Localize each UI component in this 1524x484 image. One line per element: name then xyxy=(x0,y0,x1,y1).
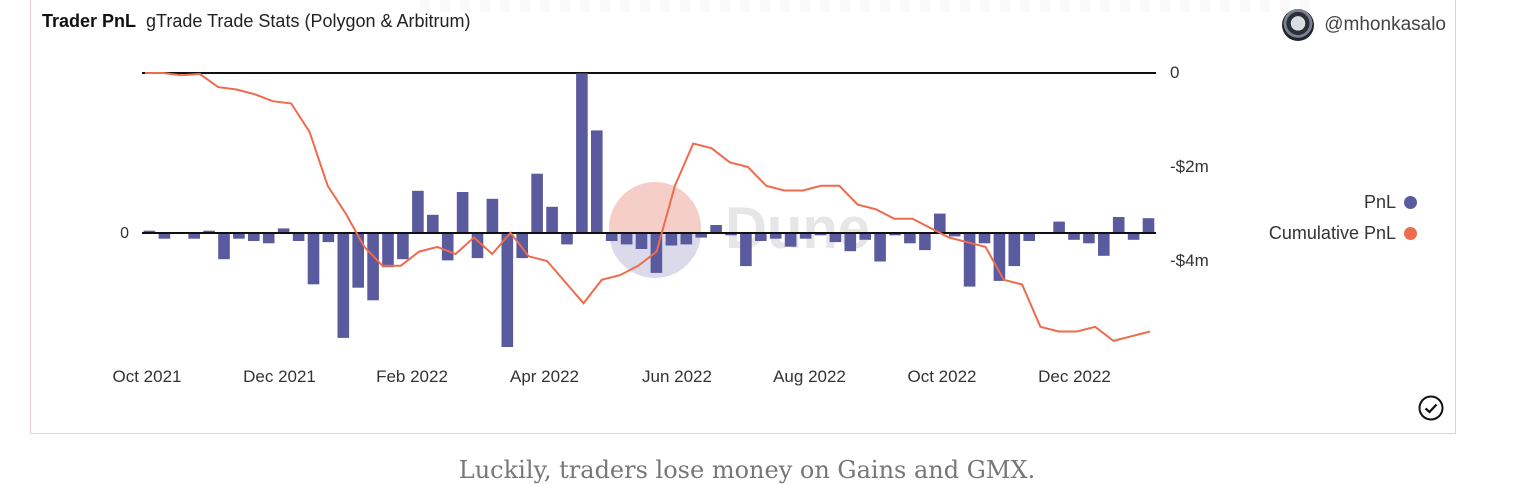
right-axis-tick: -$4m xyxy=(1170,251,1209,270)
pnl-bar[interactable] xyxy=(620,233,633,245)
pnl-bar[interactable] xyxy=(576,73,588,234)
pnl-bar[interactable] xyxy=(978,233,991,244)
pnl-bar[interactable] xyxy=(799,233,812,239)
pnl-bar[interactable] xyxy=(486,198,499,233)
pnl-bar[interactable] xyxy=(1053,221,1065,233)
pnl-bar[interactable] xyxy=(934,213,946,233)
pnl-bar[interactable] xyxy=(710,225,722,233)
x-tick-label: Jun 2022 xyxy=(642,367,712,386)
pnl-bar[interactable] xyxy=(427,214,439,233)
pnl-bar[interactable] xyxy=(233,233,245,239)
pnl-bar[interactable] xyxy=(784,233,797,247)
pnl-bar[interactable] xyxy=(1098,233,1110,256)
pnl-bar[interactable] xyxy=(337,233,350,338)
legend-label: PnL xyxy=(1363,192,1396,212)
pnl-bar[interactable] xyxy=(322,233,335,243)
pnl-bar[interactable] xyxy=(277,228,290,233)
legend-item-cumulative-pnl[interactable]: Cumulative PnL xyxy=(1269,218,1417,249)
x-tick-label: Feb 2022 xyxy=(376,367,448,386)
pnl-bar[interactable] xyxy=(561,233,573,245)
pnl-bar[interactable] xyxy=(963,233,976,287)
x-tick-label: Oct 2021 xyxy=(113,367,182,386)
pnl-bar[interactable] xyxy=(1068,233,1080,240)
pnl-bar[interactable] xyxy=(695,233,707,238)
pnl-bar[interactable] xyxy=(1083,233,1095,244)
pnl-bar[interactable] xyxy=(755,233,767,241)
pnl-bar[interactable] xyxy=(188,233,200,239)
pnl-bar[interactable] xyxy=(725,233,737,236)
pnl-bar[interactable] xyxy=(397,233,409,260)
cumulative-pnl-line xyxy=(145,72,1151,342)
pnl-bar[interactable] xyxy=(531,173,543,233)
right-axis-tick: -$2m xyxy=(1170,157,1209,176)
pnl-bar[interactable] xyxy=(441,233,454,261)
pnl-bar[interactable] xyxy=(948,233,961,237)
right-axis-tick: 0 xyxy=(1170,63,1179,82)
x-tick-label: Apr 2022 xyxy=(510,367,579,386)
pnl-bar[interactable] xyxy=(665,233,678,246)
pnl-bar[interactable] xyxy=(1142,218,1155,233)
pnl-bar[interactable] xyxy=(218,233,230,260)
pnl-bar[interactable] xyxy=(859,233,871,240)
chart-title: Trader PnL xyxy=(42,11,137,31)
author-name[interactable]: @mhonkasalo xyxy=(1324,14,1446,35)
x-tick-label: Oct 2022 xyxy=(908,367,977,386)
pnl-bar[interactable] xyxy=(591,130,603,233)
pnl-bar[interactable] xyxy=(680,233,693,245)
left-axis-tick: 0 xyxy=(120,225,129,242)
pnl-bar[interactable] xyxy=(367,233,379,301)
pnl-bar[interactable] xyxy=(516,233,528,259)
pnl-bar[interactable] xyxy=(546,206,558,233)
chart-subtitle: gTrade Trade Stats (Polygon & Arbitrum) xyxy=(146,11,471,31)
x-tick-label: Dec 2022 xyxy=(1038,367,1111,386)
x-axis-ticks: Oct 2021 Dec 2021 Feb 2022 Apr 2022 Jun 2022… xyxy=(113,367,1111,386)
pnl-bar[interactable] xyxy=(382,233,394,268)
pnl-bar[interactable] xyxy=(292,233,305,241)
author-badge[interactable]: @mhonkasalo xyxy=(1282,9,1446,41)
pnl-bar[interactable] xyxy=(605,233,618,241)
pnl-bar[interactable] xyxy=(248,233,260,241)
pnl-bar[interactable] xyxy=(769,233,782,239)
pnl-bar[interactable] xyxy=(919,233,931,251)
pnl-bar[interactable] xyxy=(904,233,916,244)
check-circle-icon[interactable] xyxy=(1418,395,1444,421)
pnl-bar[interactable] xyxy=(1127,233,1140,240)
x-tick-label: Aug 2022 xyxy=(773,367,846,386)
pnl-bar[interactable] xyxy=(874,233,886,262)
dune-watermark: Dune xyxy=(609,182,870,278)
pnl-bar[interactable] xyxy=(814,233,827,236)
legend: PnL Cumulative PnL xyxy=(1269,187,1417,249)
pnl-bar[interactable] xyxy=(1023,233,1035,241)
pnl-bar[interactable] xyxy=(501,233,514,347)
figure-caption: Luckily, traders lose money on Gains and… xyxy=(458,456,1036,484)
chart-header: Trader PnL gTrade Trade Stats (Polygon & … xyxy=(42,11,471,32)
user-avatar-icon xyxy=(1282,9,1315,41)
pnl-bar[interactable] xyxy=(143,230,156,233)
pnl-bar[interactable] xyxy=(158,233,171,239)
pnl-bar[interactable] xyxy=(740,233,752,267)
legend-dot-icon xyxy=(1404,196,1417,209)
pnl-bar[interactable] xyxy=(635,233,648,249)
pnl-bar[interactable] xyxy=(1112,217,1125,233)
pnl-bar[interactable] xyxy=(307,233,320,285)
pnl-bar[interactable] xyxy=(844,233,857,252)
pnl-bar[interactable] xyxy=(412,190,424,233)
pnl-bar[interactable] xyxy=(829,233,842,243)
pnl-bar[interactable] xyxy=(352,233,364,288)
pnl-bar[interactable] xyxy=(262,233,275,244)
top-stripe xyxy=(420,0,1320,12)
pnl-bar[interactable] xyxy=(456,192,469,233)
pnl-bar[interactable] xyxy=(203,230,215,233)
pnl-bars xyxy=(143,73,1155,347)
pnl-bar[interactable] xyxy=(471,233,484,259)
pnl-bar[interactable] xyxy=(889,233,901,236)
pnl-bar[interactable] xyxy=(993,233,1006,281)
pnl-bar[interactable] xyxy=(1008,233,1021,267)
right-axis-ticks: 0 -$2m -$4m xyxy=(1170,63,1209,270)
legend-dot-icon xyxy=(1404,227,1417,240)
x-tick-label: Dec 2021 xyxy=(243,367,316,386)
legend-item-pnl[interactable]: PnL xyxy=(1269,187,1417,218)
legend-label: Cumulative PnL xyxy=(1268,223,1396,243)
